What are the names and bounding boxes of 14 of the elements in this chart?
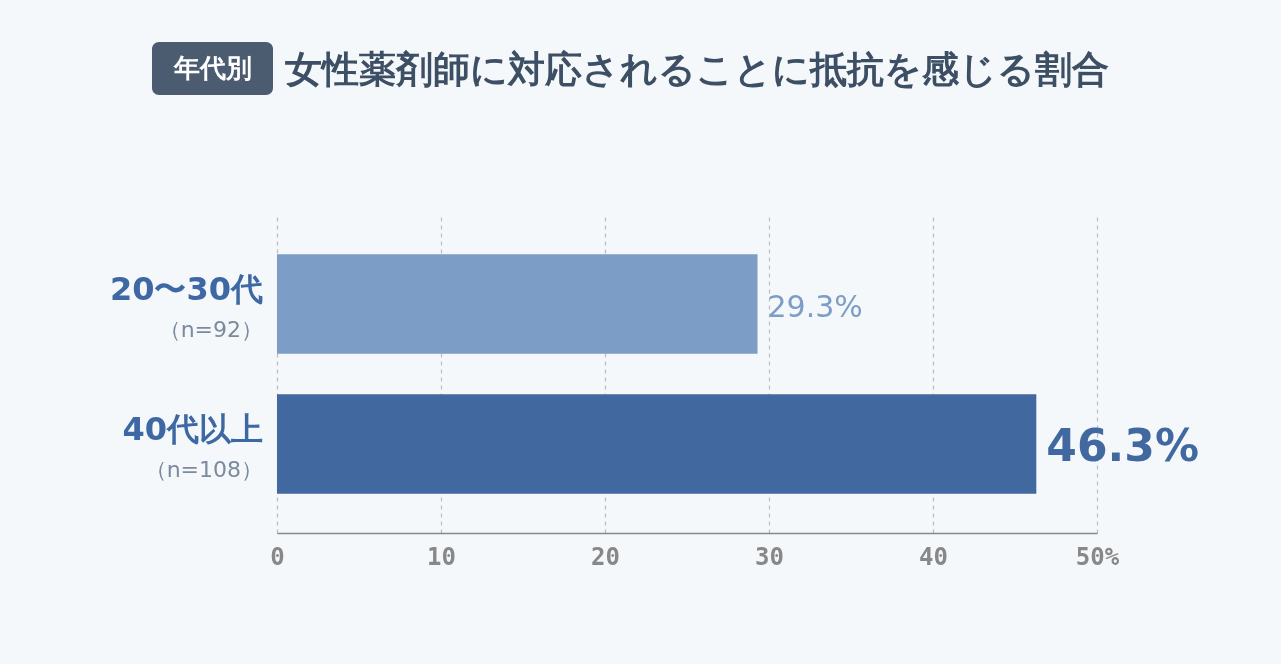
y-tick-label: 40代以上 — [122, 410, 263, 449]
x-tick-label: 0 — [270, 542, 285, 571]
chart-title: 女性薬剤師に対応されることに抵抗を感じる割合 — [285, 48, 1109, 91]
text: （n=92） — [158, 316, 263, 342]
x-tick-label: 50% — [1075, 542, 1120, 571]
x-tick-label: 30 — [755, 542, 784, 571]
x-tick-label: 20 — [591, 542, 620, 571]
y-tick-label: 20〜30代 — [109, 269, 263, 308]
x-tick-label: 10 — [427, 542, 456, 571]
text: 年代別 — [172, 53, 252, 83]
data-label: 46.3% — [1046, 420, 1199, 472]
text: （n=108） — [144, 457, 263, 483]
x-tick-label: 40 — [919, 542, 948, 571]
data-label: 29.3% — [767, 288, 863, 324]
